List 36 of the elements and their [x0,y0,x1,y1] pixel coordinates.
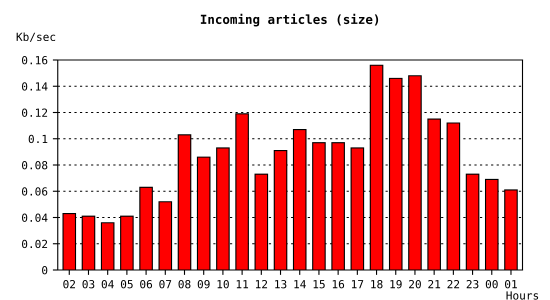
x-tick-label: 02 [63,280,76,288]
x-tick-label: 13 [275,280,286,288]
x-tick-label: 04 [102,280,114,288]
x-tick-label: 21 [428,280,440,288]
x-tick-label: 16 [332,280,344,288]
y-tick-label: 0.04 [22,214,48,222]
x-tick-label: 12 [256,280,268,288]
x-tick-label: 05 [120,280,133,288]
x-tick-label: 11 [236,280,248,288]
y-tick-label: 0.06 [22,187,48,196]
x-tick-label: 09 [198,280,210,288]
x-tick-label: 06 [140,280,152,288]
x-axis-title: Hours [506,291,538,300]
x-tick-label: 17 [352,280,364,288]
x-tick-label: 01 [505,280,517,288]
x-tick-label: 23 [466,280,478,288]
y-tick-label: 0.1 [28,134,48,144]
y-axis-title: Kb/sec [16,32,56,42]
x-tick-label: 15 [314,280,325,288]
x-tick-label: 19 [390,280,402,288]
y-tick-label: 0.16 [22,56,48,64]
x-tick-label: 18 [371,280,383,288]
y-tick-label: 0.08 [22,161,48,170]
y-tick-label: 0 [42,266,48,274]
x-tick-label: 03 [82,280,94,288]
x-tick-label: 14 [294,280,306,288]
y-tick-label: 0.12 [22,108,48,117]
chart-title: Incoming articles (size) [200,14,378,26]
x-tick-label: 20 [409,280,421,288]
x-tick-label: 10 [218,280,229,288]
y-tick-label: 0.14 [22,82,48,91]
x-tick-label: 08 [178,280,190,288]
y-tick-label: 0.02 [22,240,48,248]
x-tick-label: 00 [486,280,498,288]
x-tick-label: 07 [159,280,172,288]
x-tick-label: 22 [448,280,460,288]
